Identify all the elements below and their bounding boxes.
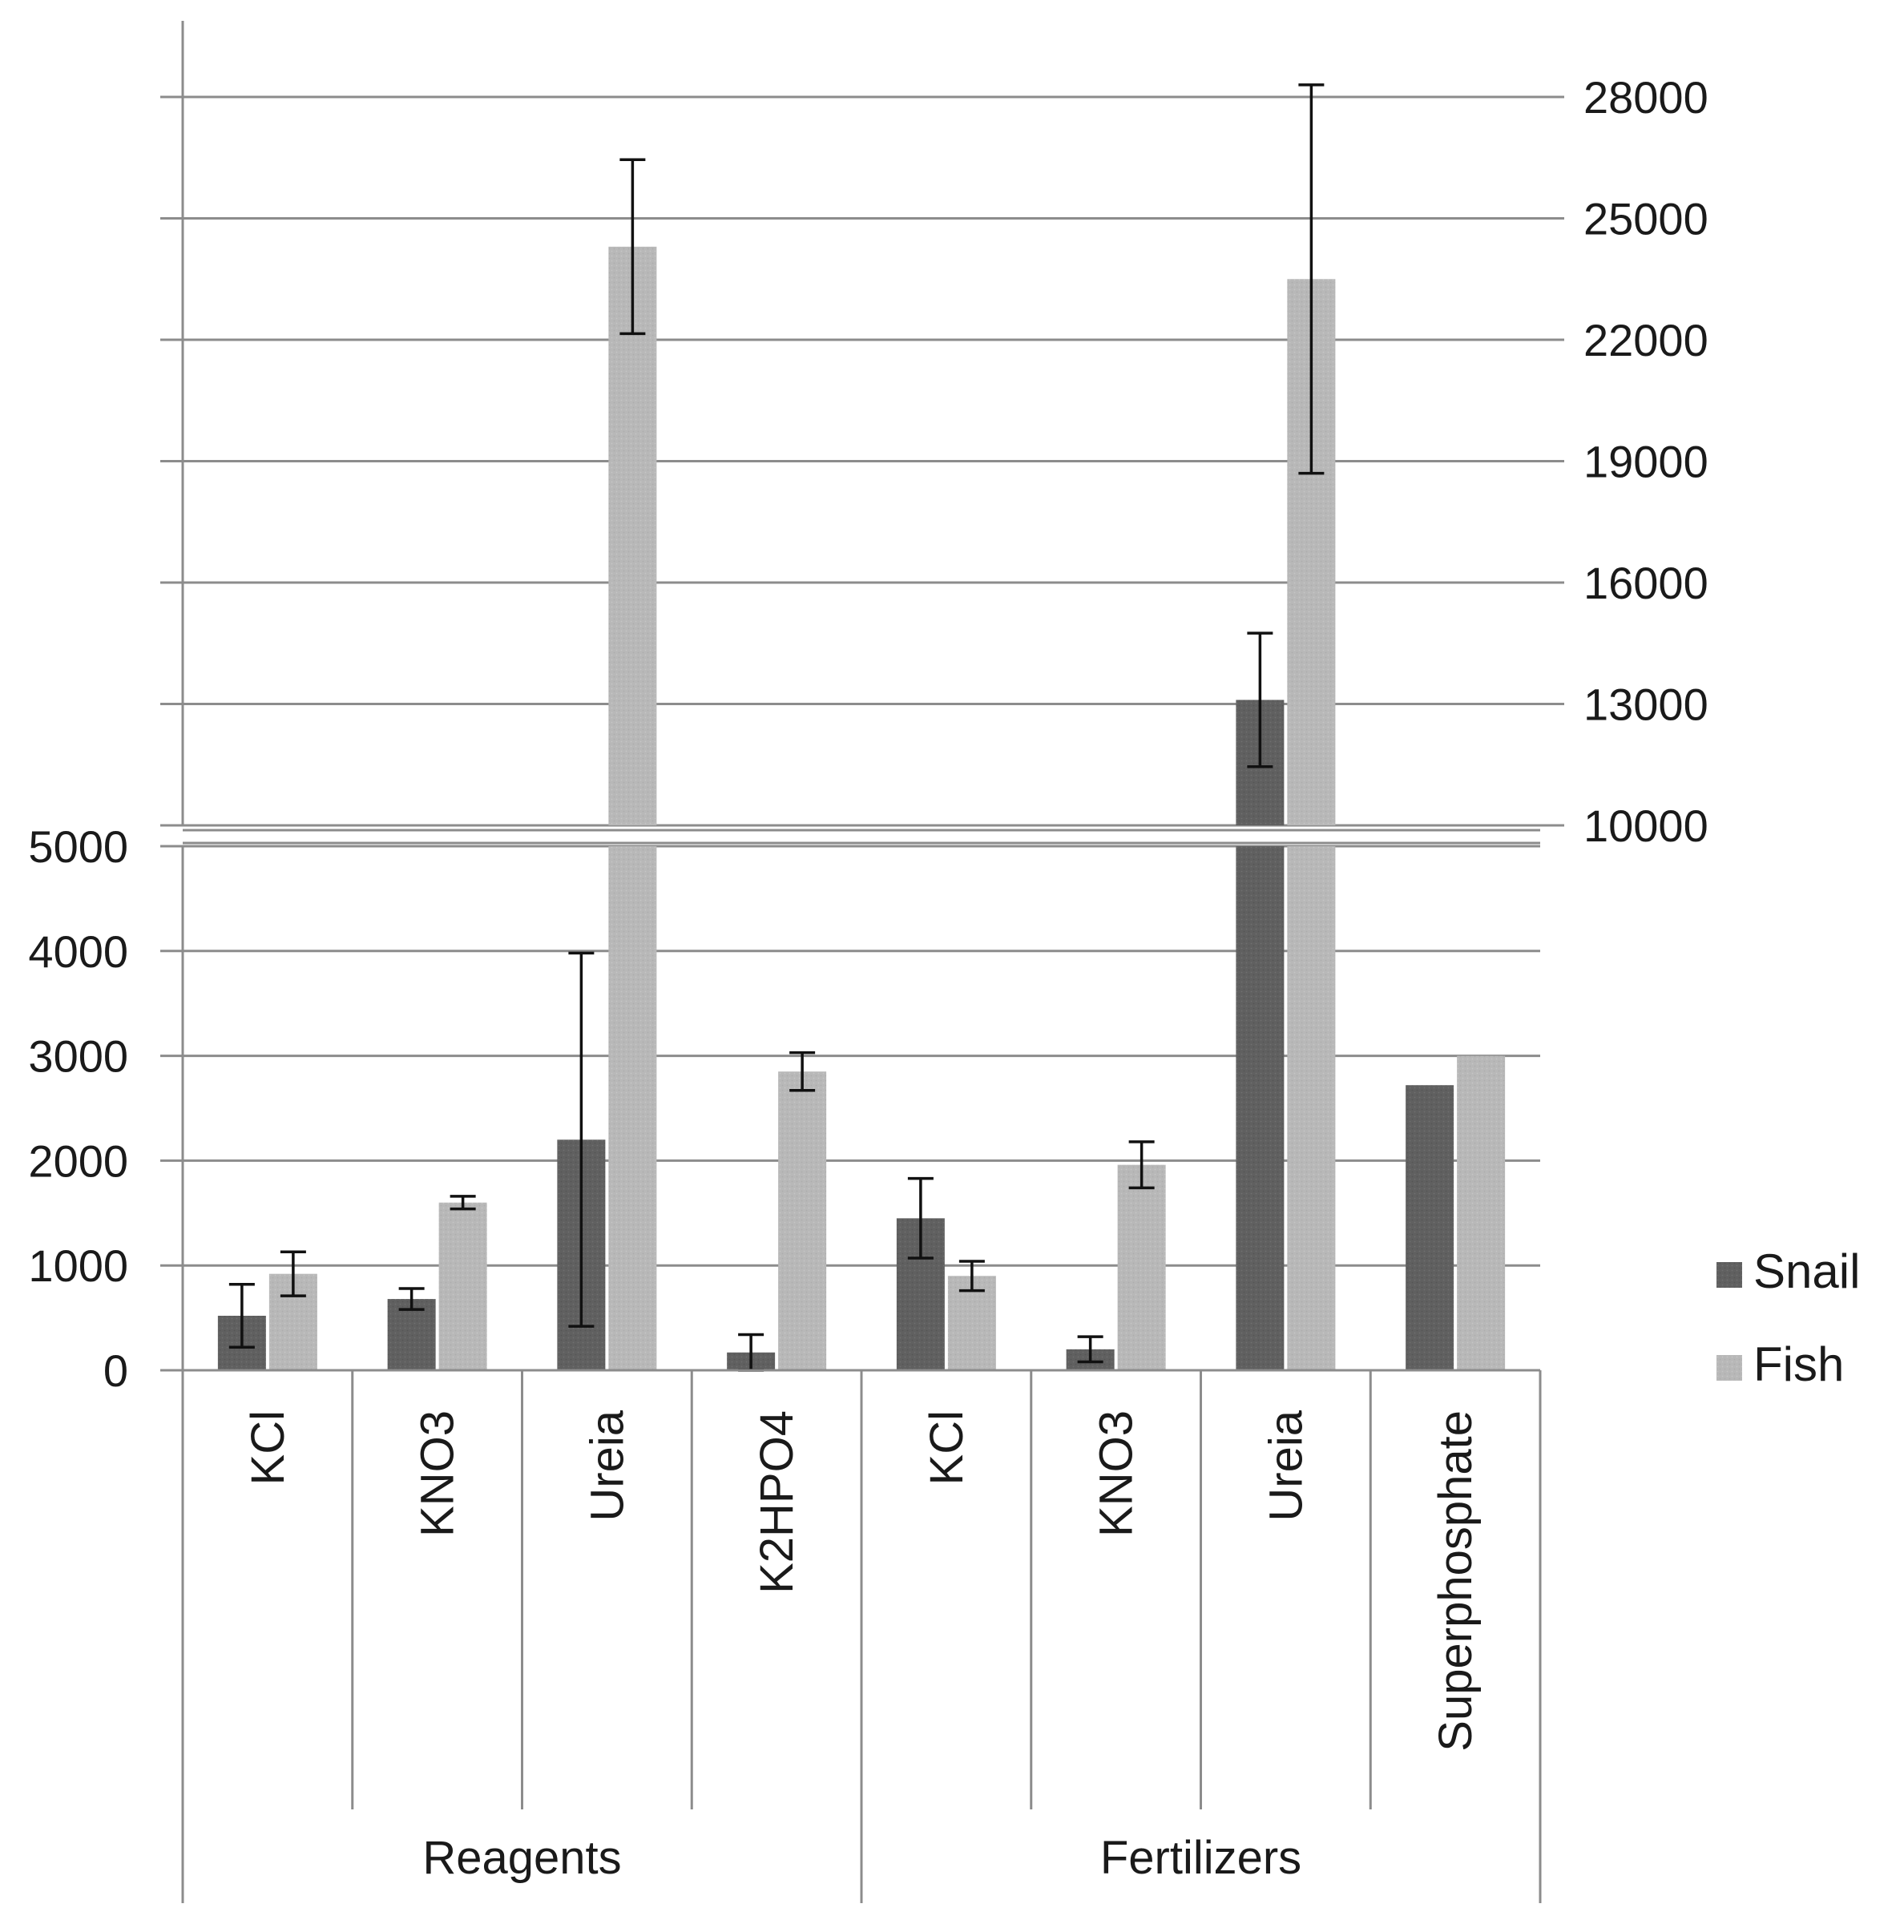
- lower-tick-label: 4000: [28, 926, 128, 977]
- upper-tick-label: 22000: [1583, 315, 1708, 365]
- category-labels: KCl KNO3 Ureia K2HPO4 KCl KNO3 Ureia Superphosp…: [242, 1410, 1482, 1884]
- legend-swatch-snail: [1716, 1262, 1742, 1288]
- upper-tick-label: 19000: [1583, 437, 1708, 487]
- category-label: K2HPO4: [751, 1410, 803, 1594]
- bars: [217, 246, 1506, 1370]
- upper-tick-label: 10000: [1583, 801, 1708, 851]
- category-label: KNO3: [1091, 1410, 1143, 1537]
- bar-snail: [1406, 1085, 1454, 1370]
- upper-tick-label: 28000: [1583, 72, 1708, 123]
- group-label: Reagents: [422, 1832, 621, 1884]
- category-label: Superphosphate: [1430, 1410, 1482, 1752]
- gridlines: [160, 95, 1564, 1372]
- bar-fish-lower: [1287, 846, 1336, 1370]
- upper-tick-label: 13000: [1583, 680, 1708, 730]
- lower-tick-label: 5000: [28, 821, 128, 872]
- bar-fish-lower: [608, 846, 657, 1370]
- legend-label-snail: Snail: [1753, 1244, 1860, 1298]
- lower-tick-label: 0: [103, 1345, 128, 1396]
- group-label: Fertilizers: [1100, 1832, 1301, 1884]
- category-label: KCl: [242, 1410, 294, 1485]
- category-label: KCl: [921, 1410, 973, 1485]
- error-bars: [228, 83, 1325, 1372]
- legend: Snail Fish: [1716, 1244, 1860, 1391]
- bar-fish-upper: [608, 246, 657, 826]
- bar-fish: [778, 1071, 827, 1370]
- lower-tick-label: 1000: [28, 1240, 128, 1291]
- lower-tick-label: 2000: [28, 1135, 128, 1186]
- legend-swatch-fish: [1716, 1355, 1742, 1381]
- bar-fish: [1117, 1164, 1166, 1370]
- bar-fish: [1457, 1055, 1506, 1370]
- bar-snail-lower: [1236, 846, 1285, 1370]
- upper-tick-label: 16000: [1583, 558, 1708, 608]
- tick-labels: 0 1000 2000 3000 4000 5000 10000 13000 16000 1900…: [28, 72, 1708, 1396]
- axes: [160, 21, 1542, 1903]
- upper-tick-label: 25000: [1583, 194, 1708, 244]
- bar-fish: [438, 1202, 487, 1370]
- category-label: Ureia: [581, 1410, 633, 1521]
- category-label: KNO3: [412, 1410, 464, 1537]
- category-label: Ureia: [1260, 1410, 1312, 1521]
- legend-label-fish: Fish: [1753, 1337, 1844, 1391]
- lower-tick-label: 3000: [28, 1031, 128, 1082]
